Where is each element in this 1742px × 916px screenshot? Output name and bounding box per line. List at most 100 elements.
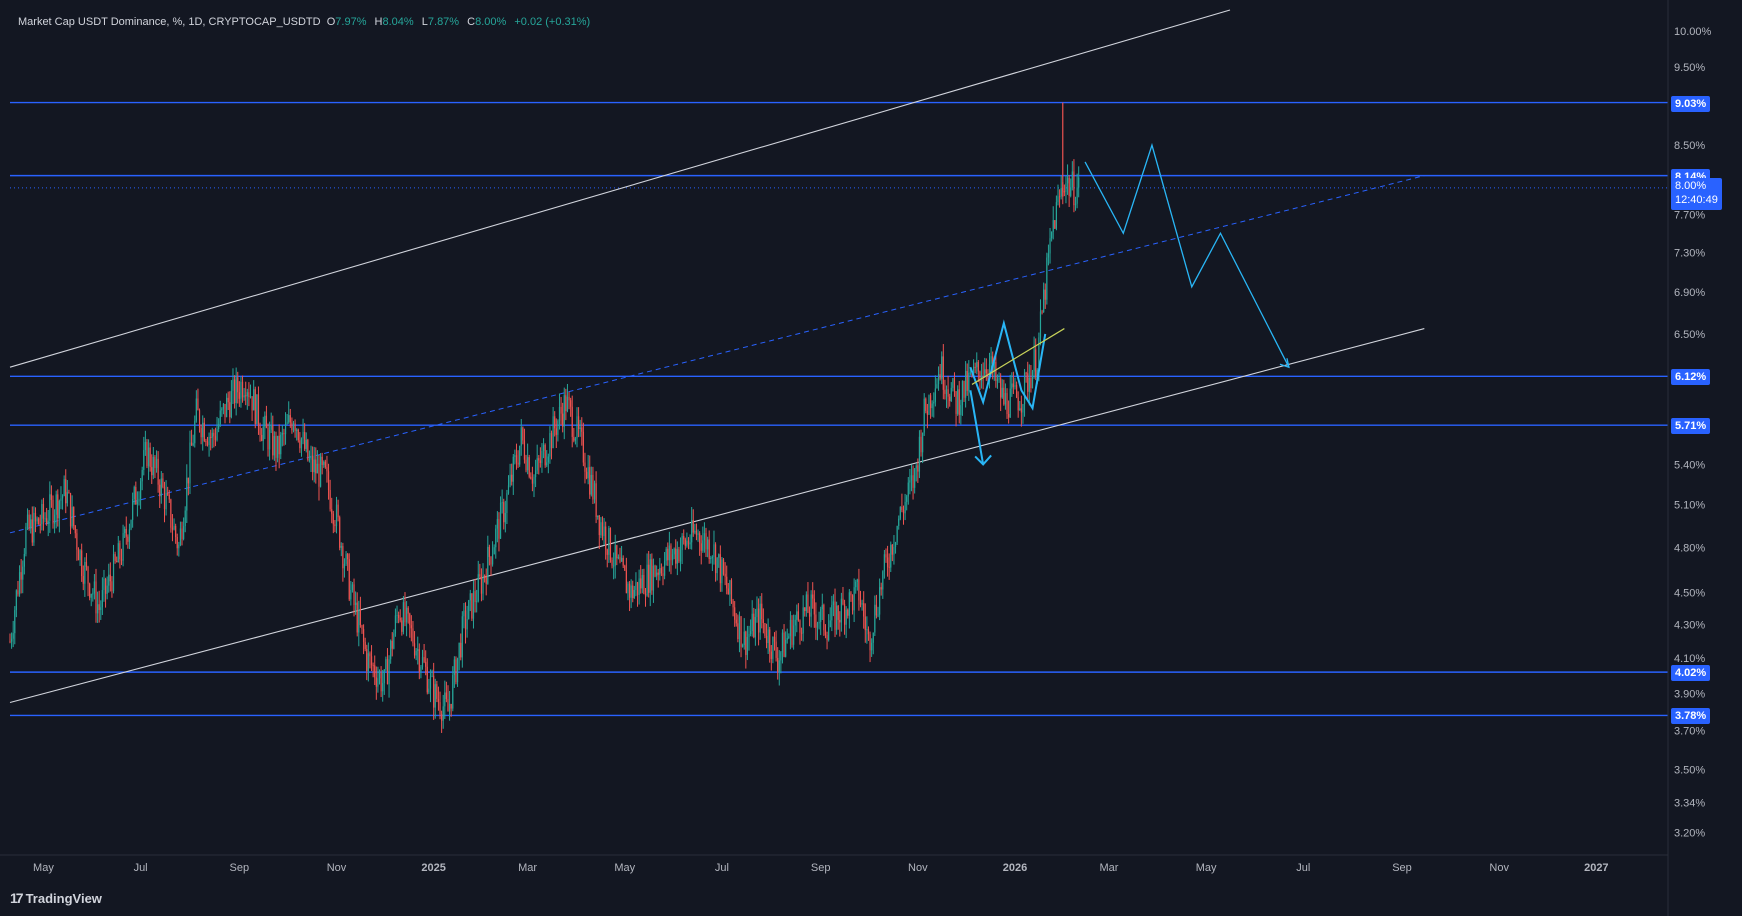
candle-body bbox=[417, 649, 419, 651]
candle-body bbox=[700, 543, 702, 551]
candle-body bbox=[608, 528, 610, 555]
candle-body bbox=[65, 479, 67, 504]
candle-body bbox=[369, 653, 371, 657]
candle-body bbox=[659, 568, 661, 575]
candle-body bbox=[593, 483, 596, 500]
candle-body bbox=[875, 604, 878, 616]
candle-body bbox=[162, 478, 164, 488]
candle-body bbox=[714, 544, 717, 574]
candle-body bbox=[214, 436, 217, 440]
time-tick-label: Jul bbox=[134, 862, 148, 874]
candle-body bbox=[272, 425, 274, 456]
candle-body bbox=[581, 427, 583, 432]
candle-body bbox=[847, 609, 849, 616]
candle-body bbox=[922, 432, 924, 453]
candle-body bbox=[44, 518, 46, 520]
candle-body bbox=[232, 379, 234, 391]
candle-body bbox=[496, 518, 498, 529]
candle-body bbox=[71, 507, 73, 527]
candle-body bbox=[745, 631, 747, 655]
candle-body bbox=[813, 598, 815, 615]
candle-body bbox=[1008, 414, 1010, 418]
candle-body bbox=[331, 509, 333, 514]
candle-body bbox=[1036, 369, 1038, 378]
price-tick-label: 7.70% bbox=[1674, 210, 1705, 222]
candle-body bbox=[721, 559, 723, 584]
candle-body bbox=[528, 457, 530, 477]
candle-body bbox=[340, 546, 342, 548]
candle-body bbox=[703, 533, 706, 541]
candle-body bbox=[843, 604, 846, 625]
candle-body bbox=[55, 494, 57, 515]
candle-body bbox=[114, 554, 116, 561]
time-tick-label: Nov bbox=[327, 862, 347, 874]
candle-body bbox=[1015, 384, 1018, 398]
candle-body bbox=[30, 519, 32, 529]
candle-body bbox=[353, 584, 355, 606]
candle-body bbox=[842, 598, 844, 605]
candle-body bbox=[957, 389, 959, 414]
candle-body bbox=[574, 438, 577, 441]
candle-body bbox=[160, 478, 162, 497]
candle-body bbox=[789, 619, 792, 637]
candle-body bbox=[412, 628, 414, 644]
candle-body bbox=[544, 444, 546, 466]
down-arrow-head bbox=[974, 454, 992, 466]
time-axis[interactable]: May Jul Sep Nov 2025 Mar May Jul Sep Nov 2026 Mar Ma… bbox=[33, 862, 1609, 874]
candle-body bbox=[359, 609, 361, 626]
candle-body bbox=[577, 416, 580, 430]
candle-body bbox=[66, 492, 68, 504]
candle-body bbox=[1078, 177, 1080, 188]
candle-body bbox=[370, 656, 373, 666]
current-price-tag: 8.00% 12:40:49 bbox=[1671, 178, 1722, 210]
candle-body bbox=[837, 605, 839, 620]
candle-body bbox=[324, 461, 326, 468]
candle-body bbox=[112, 554, 115, 592]
candle-body bbox=[96, 604, 99, 614]
candle-body bbox=[555, 428, 557, 435]
candle-body bbox=[267, 428, 269, 450]
candle-body bbox=[1071, 171, 1073, 188]
candle-body bbox=[235, 377, 237, 404]
candle-body bbox=[261, 434, 263, 441]
candle-body bbox=[816, 623, 819, 628]
candle-body bbox=[734, 607, 736, 620]
candle-body bbox=[175, 525, 177, 537]
candle-body bbox=[871, 642, 873, 651]
candle-body bbox=[450, 703, 452, 709]
candle-body bbox=[47, 520, 49, 524]
candle-body bbox=[773, 636, 776, 642]
candle-body bbox=[383, 669, 385, 684]
candle-body bbox=[1051, 231, 1053, 239]
candle-body bbox=[1011, 383, 1013, 389]
candle-body bbox=[351, 584, 354, 590]
candle-body bbox=[289, 415, 291, 423]
candle-body bbox=[582, 431, 584, 463]
candle-body bbox=[995, 361, 997, 381]
candle-body bbox=[152, 456, 154, 476]
candle-body bbox=[617, 557, 620, 559]
candle-body bbox=[515, 455, 518, 463]
candle-body bbox=[251, 396, 253, 411]
candle-body bbox=[154, 456, 156, 468]
candle-body bbox=[635, 582, 637, 591]
candle-body bbox=[388, 659, 390, 685]
candle-body bbox=[372, 665, 374, 667]
price-axis[interactable]: 10.00% 9.50% 8.50% 7.70% 7.30% 6.90% 6.50% 5.40… bbox=[1674, 26, 1712, 840]
tradingview-brand[interactable]: 17 TradingView bbox=[10, 890, 102, 906]
candle-body bbox=[557, 420, 559, 435]
candle-body bbox=[778, 660, 780, 672]
candle-body bbox=[20, 572, 22, 580]
candle-body bbox=[654, 565, 656, 577]
candle-body bbox=[511, 474, 513, 482]
candle-body bbox=[178, 544, 180, 549]
candle-body bbox=[998, 378, 1000, 380]
candle-body bbox=[181, 528, 183, 539]
candle-body bbox=[780, 652, 782, 661]
candle-body bbox=[762, 619, 764, 624]
candle-body bbox=[668, 545, 670, 561]
candle-body bbox=[124, 528, 126, 534]
candle-body bbox=[808, 612, 811, 617]
price-tick-label: 4.80% bbox=[1674, 542, 1705, 554]
